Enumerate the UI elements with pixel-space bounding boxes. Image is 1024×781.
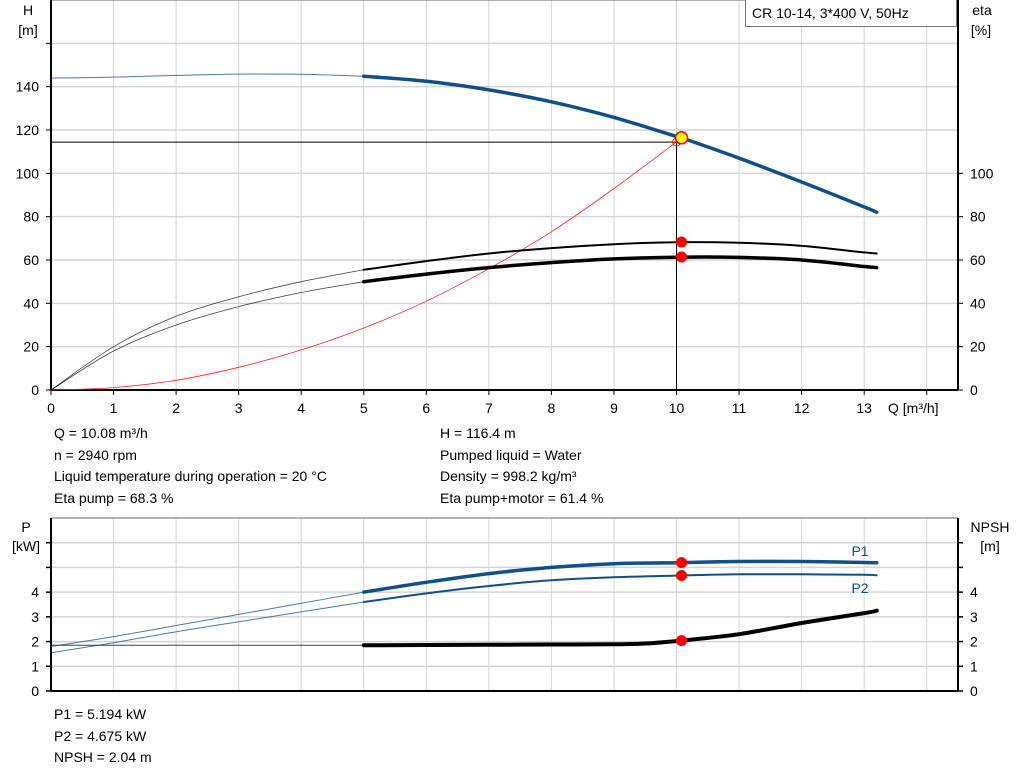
y2-tick-label: 80 [970,209,986,225]
p1-marker [676,557,688,569]
info-liquid: Pumped liquid = Water [440,446,582,463]
y2-tick-label: 100 [970,165,994,181]
p-axis-unit: [kW] [12,538,40,554]
eta-pump-motor-line [362,255,879,284]
y-axis-title: H [23,2,33,18]
y-tick-label: 2 [31,634,39,650]
x-tick-label: 8 [548,400,556,416]
info-p2: P2 = 4.675 kW [54,727,147,744]
p2-marker [676,569,688,581]
x-tick-label: 5 [360,400,368,416]
info-left: Q = 10.08 m³/h n = 2940 rpm Liquid tempe… [54,423,327,509]
y2-tick-label: 0 [970,382,978,398]
y2-axis-unit: [%] [971,22,991,38]
y-tick-label: 120 [16,122,40,138]
y-tick-label: 140 [16,79,40,95]
info-eta-pump: Eta pump = 68.3 % [54,489,174,506]
info-temperature: Liquid temperature during operation = 20… [54,468,327,484]
info-speed: n = 2940 rpm [54,446,137,463]
head-curve-line [362,74,879,215]
head-curve-line-extrapolated [50,73,364,79]
x-tick-label: 12 [794,400,810,416]
x-tick-label: 4 [297,400,305,416]
p1-curve-line-extrapolated [50,591,364,647]
y2-axis-title: eta [972,2,992,18]
x-tick-label: 1 [110,400,118,416]
p2-series-label: P2 [851,580,868,596]
y-tick-label: 3 [31,609,39,625]
y-tick-label: 4 [31,584,39,600]
npsh-curve-line [361,608,879,648]
x-tick-label: 10 [669,400,685,416]
y-tick-label: 1 [31,658,39,674]
info-density: Density = 998.2 kg/m³ [440,468,577,484]
npsh-marker [676,635,688,647]
y-axis-unit: [m] [18,22,37,38]
y2-tick-label: 0 [970,683,978,699]
legend-box: CR 10-14, 3*400 V, 50Hz [745,0,957,27]
x-tick-label: 11 [732,400,747,416]
duty-point-marker [674,131,689,145]
p2-curve-line-extrapolated [50,601,364,654]
npsh-axis-title: NPSH [971,519,1010,535]
y2-tick-label: 3 [970,609,978,625]
system-curve-line [50,136,684,391]
x-axis-title: Q [m³/h] [888,400,939,416]
eta-pump-motor-marker [676,251,688,263]
eta-pump-line [362,241,878,271]
x-tick-label: 6 [422,400,430,416]
x-tick-label: 0 [47,400,55,416]
y2-tick-label: 20 [970,339,986,355]
x-tick-label: 9 [610,400,618,416]
y-tick-label: 40 [23,295,39,311]
x-tick-label: 13 [856,400,872,416]
y-tick-label: 20 [23,339,39,355]
y2-tick-label: 40 [970,295,986,311]
y2-tick-label: 1 [970,658,978,674]
p1-series-label: P1 [851,543,868,559]
info-head: H = 116.4 m [440,425,516,441]
info-bottom: P1 = 5.194 kW P2 = 4.675 kW NPSH = 2.04 … [54,704,152,769]
y2-tick-label: 4 [970,584,978,600]
y2-tick-label: 2 [970,634,978,650]
x-tick-label: 7 [485,400,493,416]
y2-tick-label: 60 [970,252,986,268]
y-tick-label: 80 [23,209,39,225]
y-tick-label: 100 [16,165,40,181]
npsh-axis-unit: [m] [980,538,999,554]
info-p1: P1 = 5.194 kW [54,706,147,722]
info-flow: Q = 10.08 m³/h [54,425,148,441]
p-axis-title: P [21,519,30,535]
eta-pump-marker [676,236,688,248]
y-tick-label: 60 [23,252,39,268]
y-tick-label: 0 [31,683,39,699]
info-npsh: NPSH = 2.04 m [54,749,152,765]
info-eta-pump-motor: Eta pump+motor = 61.4 % [440,489,604,506]
eta-pump-motor-line-extrapolated [50,281,364,391]
info-right: H = 116.4 m Pumped liquid = Water Densit… [440,423,603,509]
x-tick-label: 3 [235,400,243,416]
x-tick-label: 2 [172,400,180,416]
y-tick-label: 0 [31,382,39,398]
eta-pump-line-extrapolated [50,269,364,391]
